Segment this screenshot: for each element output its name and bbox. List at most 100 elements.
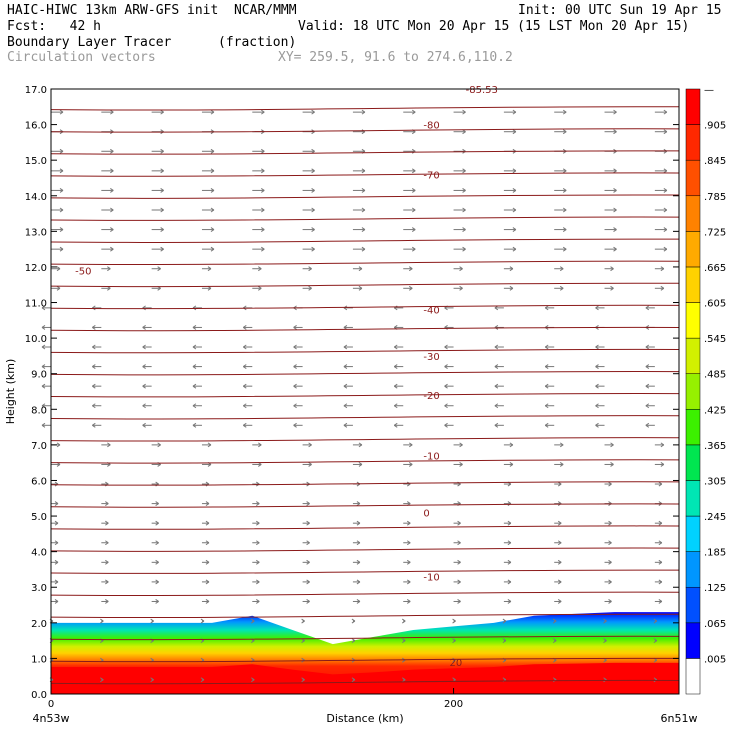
- circulation-vector: [604, 246, 617, 252]
- circulation-vector: [595, 422, 605, 428]
- y-tick-label: 5.0: [31, 512, 47, 523]
- circulation-vector: [393, 383, 404, 389]
- circulation-vector: [352, 579, 361, 585]
- circulation-vector: [654, 481, 663, 487]
- circulation-vector: [201, 246, 215, 252]
- forecast-hour: Fcst: 42 h: [7, 19, 101, 34]
- temperature-contour: [50, 679, 680, 685]
- circulation-vector: [101, 148, 114, 154]
- temperature-contour: [50, 547, 680, 552]
- circulation-vector: [452, 638, 456, 644]
- temperature-contour: [50, 591, 680, 596]
- circulation-vector: [352, 227, 366, 232]
- circulation-vector: [554, 266, 564, 272]
- circulation-vector: [201, 579, 210, 585]
- circulation-vector: [604, 540, 612, 546]
- circulation-vector: [403, 188, 416, 193]
- circulation-vector: [352, 501, 361, 507]
- circulation-vector: [192, 403, 202, 409]
- temperature-contour: [50, 370, 680, 376]
- colorbar-label: .005: [704, 654, 726, 665]
- circulation-vector: [101, 501, 109, 507]
- circulation-vector: [151, 599, 159, 604]
- circulation-vector: [453, 520, 461, 526]
- x-tick-label: 0: [48, 699, 54, 710]
- circulation-vector: [494, 383, 504, 389]
- temperature-contour: [50, 238, 680, 243]
- circulation-vector: [604, 599, 612, 604]
- circulation-vector: [554, 559, 562, 565]
- colorbar-swatch: [685, 195, 701, 232]
- field-name: Boundary Layer Tracer: [7, 35, 172, 50]
- circulation-vector: [554, 540, 562, 546]
- circulation-vector: [645, 422, 655, 428]
- colorbar-swatch: [685, 159, 701, 197]
- circulation-vector: [351, 618, 356, 624]
- circulation-vector: [453, 266, 463, 272]
- circulation-vector: [252, 501, 260, 507]
- circulation-vector: [554, 129, 567, 135]
- circulation-vector: [192, 364, 202, 370]
- circulation-vector: [503, 520, 512, 526]
- circulation-vector: [101, 442, 111, 448]
- circulation-vector: [654, 266, 665, 272]
- circulation-vector: [252, 168, 265, 174]
- circulation-vector: [401, 618, 406, 624]
- circulation-vector: [604, 227, 617, 232]
- circulation-vector: [101, 207, 114, 213]
- circulation-vector: [604, 481, 612, 487]
- circulation-vector: [51, 227, 64, 232]
- circulation-vector: [403, 520, 411, 526]
- circulation-vector: [403, 462, 413, 467]
- circulation-vector: [150, 677, 154, 683]
- y-axis-label: Height (km): [4, 359, 17, 425]
- circulation-vector: [453, 246, 466, 252]
- colorbar-swatch: [685, 409, 701, 446]
- circulation-vector: [142, 364, 152, 370]
- colorbar-swatch: [685, 480, 701, 517]
- circulation-vector: [302, 540, 310, 546]
- circulation-vector: [41, 422, 51, 428]
- circulation-vector: [41, 305, 51, 311]
- circulation-vector: [92, 344, 102, 350]
- circulation-vector: [252, 559, 260, 565]
- circulation-vector: [243, 422, 253, 428]
- circulation-vector: [151, 266, 161, 272]
- circulation-vector: [301, 677, 305, 683]
- colorbar-label: .425: [704, 405, 726, 416]
- circulation-vector: [51, 579, 59, 585]
- contour-label: -80: [423, 121, 439, 132]
- circulation-vector: [351, 638, 356, 644]
- x-start-location: 4n53w: [33, 712, 70, 725]
- circulation-vector: [554, 207, 567, 213]
- circulation-vector: [452, 618, 456, 624]
- colorbar-label: .665: [704, 263, 726, 274]
- circulation-vector: [201, 559, 210, 565]
- circulation-vector: [302, 109, 315, 115]
- contour-label: -10: [423, 452, 439, 463]
- circulation-vector: [352, 266, 363, 272]
- circulation-vector: [554, 285, 564, 291]
- circulation-vector: [604, 266, 614, 272]
- temperature-contour: [50, 415, 680, 420]
- circulation-vector: [503, 285, 514, 291]
- circulation-vector: [192, 422, 202, 428]
- field-units: (fraction): [218, 35, 297, 50]
- circulation-vector: [604, 442, 614, 448]
- circulation-vector: [51, 246, 64, 252]
- y-tick-label: 12.0: [25, 263, 47, 274]
- circulation-vector: [100, 677, 104, 683]
- circulation-vector: [444, 383, 454, 389]
- circulation-vector: [453, 109, 466, 115]
- circulation-vector: [151, 501, 159, 507]
- circulation-vector: [41, 383, 51, 389]
- circulation-vector: [453, 168, 466, 174]
- circulation-vector: [453, 188, 466, 193]
- temperature-contour: [50, 260, 680, 266]
- circulation-vector: [444, 364, 454, 370]
- circulation-vector: [252, 599, 260, 604]
- temperature-contour: [50, 481, 680, 486]
- circulation-vector: [604, 129, 617, 135]
- y-tick-label: 17.0: [25, 85, 47, 96]
